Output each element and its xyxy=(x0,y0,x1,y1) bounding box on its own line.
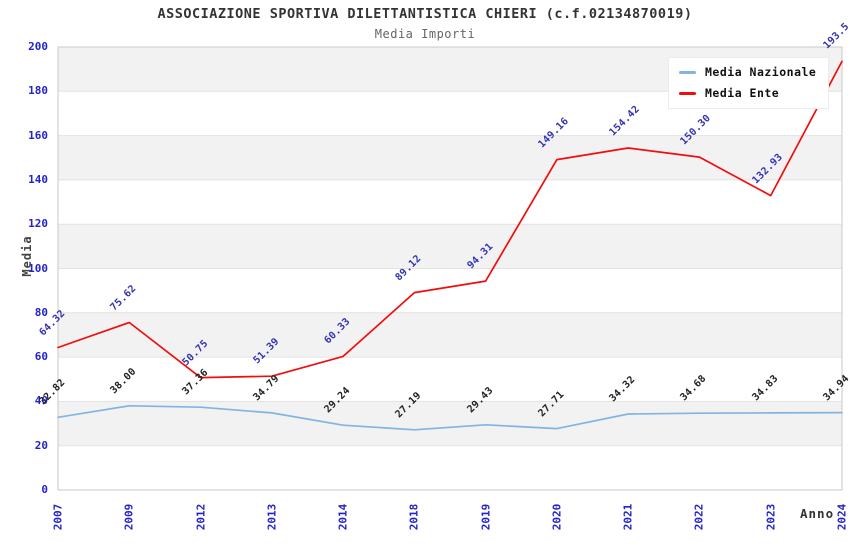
legend: Media Nazionale Media Ente xyxy=(668,57,830,109)
plot-border xyxy=(57,46,843,491)
x-tick-label: 2009 xyxy=(122,503,136,531)
series-line-media-nazionale xyxy=(57,404,843,431)
x-tick-label: 2023 xyxy=(764,503,778,531)
legend-label-ente: Media Ente xyxy=(705,86,780,100)
x-tick-label: 2019 xyxy=(479,503,493,531)
y-tick-label: 140 xyxy=(28,173,48,186)
y-tick-label: 180 xyxy=(28,84,48,97)
legend-item-media-ente: Media Ente xyxy=(679,86,816,100)
x-axis-title: Anno xyxy=(800,506,835,521)
x-tick-label: 2007 xyxy=(51,503,65,531)
x-tick-label: 2018 xyxy=(407,503,421,531)
legend-item-media-nazionale: Media Nazionale xyxy=(679,65,816,79)
x-tick-label: 2021 xyxy=(621,503,635,531)
x-tick-label: 2024 xyxy=(835,503,849,531)
y-tick-label: 60 xyxy=(34,350,48,363)
x-tick-label: 2013 xyxy=(265,503,279,531)
legend-swatch-ente xyxy=(679,91,696,95)
y-tick-label: 100 xyxy=(28,262,48,275)
y-tick-label: 20 xyxy=(34,439,48,452)
y-tick-label: 40 xyxy=(34,394,48,407)
plot-band xyxy=(58,312,842,358)
y-tick-label: 160 xyxy=(28,129,48,142)
y-tick-label: 80 xyxy=(34,306,48,319)
y-axis-title: Media xyxy=(20,235,34,277)
y-tick-label: 120 xyxy=(28,217,48,230)
series-line-media-ente xyxy=(57,60,843,379)
y-tick-label: 200 xyxy=(28,40,48,53)
chart-subtitle: Media Importi xyxy=(374,27,476,41)
chart-title: ASSOCIAZIONE SPORTIVA DILETTANTISTICA CH… xyxy=(157,6,693,22)
plot-band xyxy=(58,135,842,180)
x-tick-label: 2022 xyxy=(692,503,706,531)
x-tick-label: 2012 xyxy=(194,503,208,531)
legend-label-nazionale: Media Nazionale xyxy=(705,65,817,79)
legend-swatch-nazionale xyxy=(679,70,696,74)
x-tick-label: 2020 xyxy=(550,503,564,531)
plot-band xyxy=(58,401,842,446)
y-tick-label: 0 xyxy=(41,483,48,496)
plot-band xyxy=(58,224,842,269)
x-tick-label: 2014 xyxy=(336,503,350,531)
